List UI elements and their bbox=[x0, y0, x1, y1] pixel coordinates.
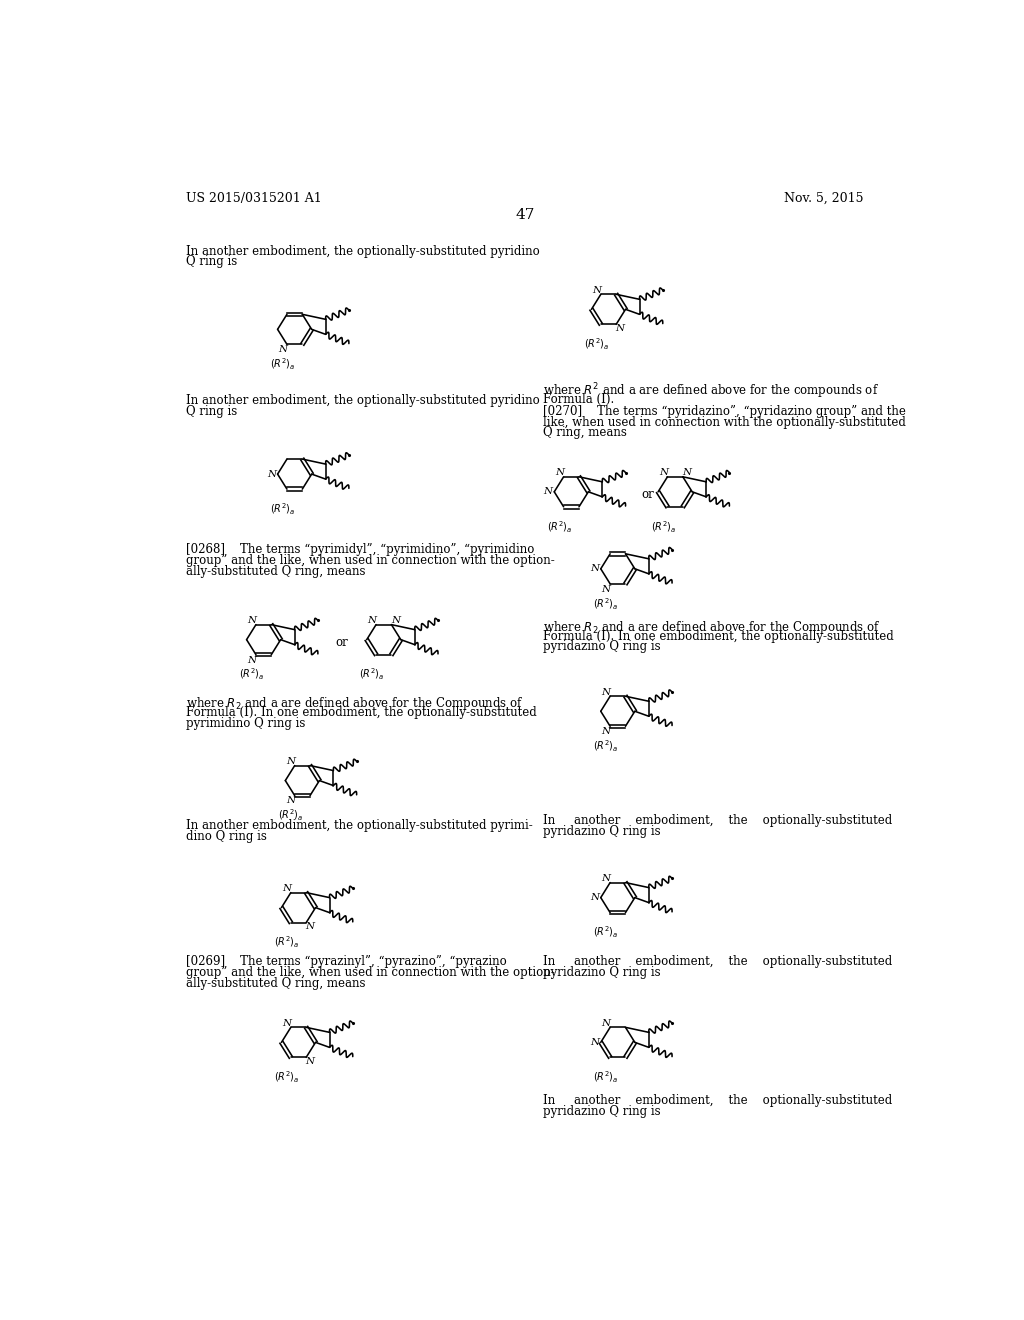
Text: Formula (I). In one embodiment, the optionally-substituted: Formula (I). In one embodiment, the opti… bbox=[543, 630, 893, 643]
Text: $(R^2)_a$: $(R^2)_a$ bbox=[274, 935, 300, 950]
Text: N: N bbox=[287, 796, 295, 805]
Text: Q ring is: Q ring is bbox=[186, 405, 238, 418]
Text: group” and the like, when used in connection with the option-: group” and the like, when used in connec… bbox=[186, 554, 555, 568]
Text: N: N bbox=[602, 1019, 610, 1028]
Text: N: N bbox=[602, 874, 610, 883]
Text: Formula (I).: Formula (I). bbox=[543, 392, 613, 405]
Text: $(R^2)_a$: $(R^2)_a$ bbox=[359, 667, 385, 682]
Text: N: N bbox=[279, 346, 288, 354]
Text: Nov. 5, 2015: Nov. 5, 2015 bbox=[784, 191, 863, 205]
Text: pyridazino Q ring is: pyridazino Q ring is bbox=[543, 966, 660, 979]
Text: pyridazino Q ring is: pyridazino Q ring is bbox=[543, 1105, 660, 1118]
Text: $(R^2)_a$: $(R^2)_a$ bbox=[270, 502, 296, 517]
Text: In another embodiment, the optionally-substituted pyridino: In another embodiment, the optionally-su… bbox=[186, 395, 540, 407]
Text: US 2015/0315201 A1: US 2015/0315201 A1 bbox=[186, 191, 322, 205]
Text: where $R^2$ and a are defined above for the compounds of: where $R^2$ and a are defined above for … bbox=[543, 381, 879, 401]
Text: N: N bbox=[682, 469, 691, 478]
Text: where $R_2$ and a are defined above for the Compounds of: where $R_2$ and a are defined above for … bbox=[186, 696, 523, 711]
Text: $(R^2)_a$: $(R^2)_a$ bbox=[274, 1069, 300, 1085]
Text: pyridazino Q ring is: pyridazino Q ring is bbox=[543, 640, 660, 653]
Text: Q ring, means: Q ring, means bbox=[543, 426, 627, 440]
Text: N: N bbox=[555, 469, 564, 478]
Text: N: N bbox=[391, 616, 399, 626]
Text: or: or bbox=[641, 488, 653, 502]
Text: N: N bbox=[593, 286, 601, 294]
Text: $(R^2)_a$: $(R^2)_a$ bbox=[547, 519, 572, 535]
Text: N: N bbox=[305, 1057, 314, 1065]
Text: $(R^2)_a$: $(R^2)_a$ bbox=[279, 808, 304, 824]
Text: $(R^2)_a$: $(R^2)_a$ bbox=[594, 739, 620, 754]
Text: N: N bbox=[590, 1038, 599, 1047]
Text: 47: 47 bbox=[515, 207, 535, 222]
Text: N: N bbox=[248, 656, 257, 664]
Text: Formula (I). In one embodiment, the optionally-substituted: Formula (I). In one embodiment, the opti… bbox=[186, 706, 537, 719]
Text: N: N bbox=[602, 688, 610, 697]
Text: pyridazino Q ring is: pyridazino Q ring is bbox=[543, 825, 660, 838]
Text: where $R_2$ and a are defined above for the Compounds of: where $R_2$ and a are defined above for … bbox=[543, 619, 881, 636]
Text: Q ring is: Q ring is bbox=[186, 256, 238, 268]
Text: $(R^2)_a$: $(R^2)_a$ bbox=[240, 667, 265, 682]
Text: [0268]    The terms “pyrimidyl”, “pyrimidino”, “pyrimidino: [0268] The terms “pyrimidyl”, “pyrimidin… bbox=[186, 544, 535, 557]
Text: N: N bbox=[305, 921, 314, 931]
Text: In     another    embodiment,    the    optionally-substituted: In another embodiment, the optionally-su… bbox=[543, 814, 892, 828]
Text: N: N bbox=[590, 565, 599, 573]
Text: or: or bbox=[336, 636, 348, 649]
Text: N: N bbox=[283, 884, 292, 894]
Text: N: N bbox=[602, 585, 610, 594]
Text: group” and the like, when used in connection with the option-: group” and the like, when used in connec… bbox=[186, 966, 555, 979]
Text: N: N bbox=[602, 727, 610, 737]
Text: N: N bbox=[368, 616, 377, 626]
Text: N: N bbox=[248, 616, 257, 626]
Text: $(R^2)_a$: $(R^2)_a$ bbox=[270, 356, 296, 372]
Text: N: N bbox=[283, 1019, 292, 1028]
Text: N: N bbox=[659, 469, 669, 478]
Text: In     another    embodiment,    the    optionally-substituted: In another embodiment, the optionally-su… bbox=[543, 956, 892, 969]
Text: $(R^2)_a$: $(R^2)_a$ bbox=[594, 1069, 620, 1085]
Text: N: N bbox=[267, 470, 275, 479]
Text: In another embodiment, the optionally-substituted pyridino: In another embodiment, the optionally-su… bbox=[186, 244, 540, 257]
Text: N: N bbox=[615, 323, 625, 333]
Text: In another embodiment, the optionally-substituted pyrimi-: In another embodiment, the optionally-su… bbox=[186, 818, 532, 832]
Text: N: N bbox=[287, 758, 295, 766]
Text: N: N bbox=[590, 894, 599, 902]
Text: $(R^2)_a$: $(R^2)_a$ bbox=[651, 519, 677, 535]
Text: like, when used in connection with the optionally-substituted: like, when used in connection with the o… bbox=[543, 416, 905, 429]
Text: [0270]    The terms “pyridazino”, “pyridazino group” and the: [0270] The terms “pyridazino”, “pyridazi… bbox=[543, 405, 905, 418]
Text: pyrimidino Q ring is: pyrimidino Q ring is bbox=[186, 717, 305, 730]
Text: $(R^2)_a$: $(R^2)_a$ bbox=[594, 925, 620, 940]
Text: dino Q ring is: dino Q ring is bbox=[186, 830, 267, 843]
Text: In     another    embodiment,    the    optionally-substituted: In another embodiment, the optionally-su… bbox=[543, 1094, 892, 1107]
Text: ally-substituted Q ring, means: ally-substituted Q ring, means bbox=[186, 977, 366, 990]
Text: $(R^2)_a$: $(R^2)_a$ bbox=[594, 597, 620, 611]
Text: [0269]    The terms “pyrazinyl”, “pyrazino”, “pyrazino: [0269] The terms “pyrazinyl”, “pyrazino”… bbox=[186, 956, 507, 969]
Text: ally-substituted Q ring, means: ally-substituted Q ring, means bbox=[186, 565, 366, 578]
Text: $(R^2)_a$: $(R^2)_a$ bbox=[584, 337, 609, 352]
Text: N: N bbox=[544, 487, 553, 496]
